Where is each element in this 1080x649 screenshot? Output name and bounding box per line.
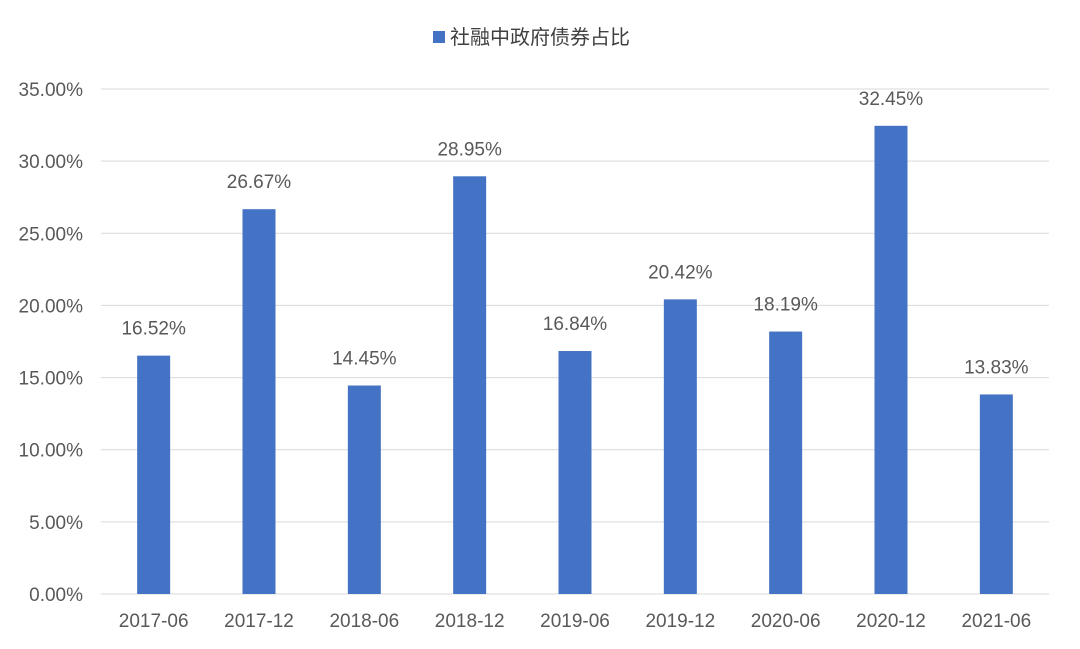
x-tick-label: 2018-06 (329, 611, 399, 632)
y-tick-label: 35.00% (19, 80, 84, 101)
bar-2018-12 (453, 176, 487, 595)
bar-2020-06 (769, 331, 803, 594)
y-tick-label: 15.00% (19, 369, 84, 390)
y-tick-label: 20.00% (19, 296, 84, 317)
data-label-2017-06: 16.52% (121, 319, 186, 340)
data-label-2020-06: 18.19% (753, 295, 818, 316)
data-label-2019-12: 20.42% (648, 262, 713, 283)
bar-2020-12 (874, 125, 908, 595)
bar-2019-12 (663, 299, 697, 594)
data-labels: 16.52% 26.67% 14.45% 28.95% 16.84% 20.42% 18.1… (121, 89, 1028, 379)
x-tick-label: 2021-06 (961, 611, 1031, 632)
x-tick-label: 2019-12 (645, 611, 715, 632)
bars (137, 125, 1013, 595)
y-tick-label: 5.00% (29, 513, 83, 534)
x-tick-label: 2020-12 (856, 611, 926, 632)
x-tick-label: 2019-06 (540, 611, 610, 632)
bar-2021-06 (979, 394, 1013, 594)
legend-label: 社融中政府债券占比 (450, 26, 630, 49)
x-tick-label: 2017-06 (119, 611, 189, 632)
y-tick-label: 30.00% (19, 152, 84, 173)
legend-swatch (433, 31, 445, 43)
data-label-2018-06: 14.45% (332, 349, 397, 370)
data-label-2019-06: 16.84% (543, 314, 608, 335)
data-label-2017-12: 26.67% (227, 172, 292, 193)
data-label-2018-12: 28.95% (437, 139, 502, 160)
x-tick-label: 2017-12 (224, 611, 294, 632)
bar-2018-06 (347, 385, 381, 594)
legend: 社融中政府债券占比 (433, 26, 630, 49)
y-tick-label: 25.00% (19, 224, 84, 245)
x-axis-tick-labels: 2017-06 2017-12 2018-06 2018-12 2019-06 2019-… (119, 611, 1031, 632)
data-label-2021-06: 13.83% (964, 357, 1029, 378)
bar-2017-12 (242, 209, 276, 594)
y-axis-tick-labels: 0.00% 5.00% 10.00% 15.00% 20.00% 25.00% 30.00%… (19, 80, 84, 606)
bar-2017-06 (137, 355, 171, 594)
x-tick-label: 2020-06 (751, 611, 821, 632)
y-tick-label: 0.00% (29, 585, 83, 606)
y-tick-label: 10.00% (19, 441, 84, 462)
data-label-2020-12: 32.45% (859, 89, 924, 110)
bar-2019-06 (558, 351, 592, 594)
x-tick-label: 2018-12 (435, 611, 505, 632)
